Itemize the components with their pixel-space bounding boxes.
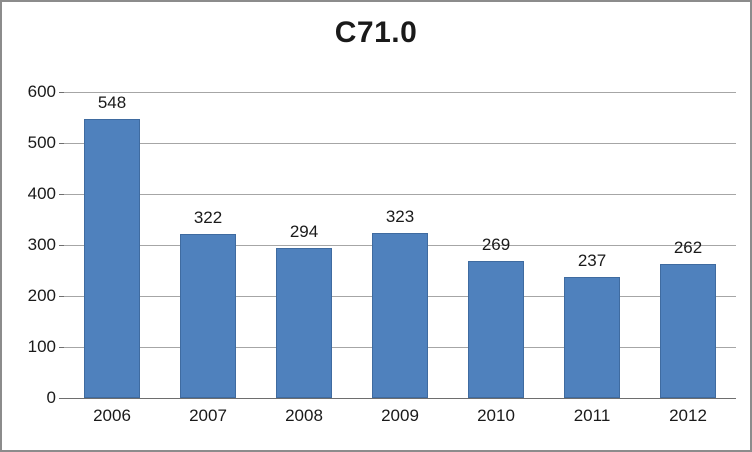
- y-axis-tick-label: 400: [27, 184, 56, 203]
- y-axis-tick-mark: [59, 194, 64, 195]
- gridline: [64, 194, 736, 195]
- x-axis-category-label: 2006: [93, 406, 131, 425]
- x-axis-category-label: 2007: [189, 406, 227, 425]
- bar-2008: [276, 248, 332, 398]
- x-axis-category-label: 2012: [669, 406, 707, 425]
- gridline: [64, 92, 736, 93]
- bar-value-label: 548: [97, 92, 127, 112]
- bar-value-label: 269: [481, 234, 511, 254]
- y-axis-tick-label: 100: [27, 337, 56, 356]
- bar-value-label: 322: [193, 207, 223, 227]
- bar-slot: 322: [160, 92, 256, 398]
- bar-2010: [468, 260, 524, 398]
- x-axis-line: [64, 398, 736, 399]
- y-axis-tick-label: 500: [27, 133, 56, 152]
- bar-value-label: 294: [289, 222, 319, 242]
- bar-2011: [564, 277, 620, 398]
- x-axis-category-label: 2010: [477, 406, 515, 425]
- bar-value-label: 262: [673, 238, 703, 258]
- gridline: [64, 143, 736, 144]
- y-axis-tick-mark: [59, 92, 64, 93]
- bar-value-label: 237: [577, 251, 607, 271]
- plot-area: 0 100 200 300 400 500 600 548 322 294 323 269 237 262: [28, 82, 736, 407]
- bar-slot: 294: [256, 92, 352, 398]
- bar-2009: [372, 233, 428, 398]
- x-axis-category-label: 2011: [573, 406, 611, 425]
- bar-2006: [84, 118, 140, 398]
- bar-slot: 269: [448, 92, 544, 398]
- y-axis-tick-mark: [59, 245, 64, 246]
- bar-2012: [660, 264, 716, 398]
- y-axis-tick-mark: [59, 143, 64, 144]
- y-axis-tick-mark: [59, 296, 64, 297]
- bar-slot: 548: [64, 92, 160, 398]
- bar-slot: 262: [640, 92, 736, 398]
- y-axis-tick-label: 200: [27, 286, 56, 305]
- y-axis-tick-label: 0: [46, 388, 56, 407]
- bar-value-label: 323: [385, 207, 415, 227]
- x-axis: 2006 2007 2008 2009 2010 2011 2012: [64, 406, 736, 432]
- y-axis-tick-label: 600: [27, 82, 56, 101]
- chart-title: C71.0: [334, 16, 418, 49]
- y-axis-tick-mark: [59, 347, 64, 348]
- bar-slot: 237: [544, 92, 640, 398]
- bar-2007: [180, 233, 236, 398]
- bar-slot: 323: [352, 92, 448, 398]
- y-axis-tick-mark: [59, 398, 64, 399]
- x-axis-category-label: 2008: [285, 406, 323, 425]
- y-axis-tick-label: 300: [27, 235, 56, 254]
- x-axis-category-label: 2009: [381, 406, 419, 425]
